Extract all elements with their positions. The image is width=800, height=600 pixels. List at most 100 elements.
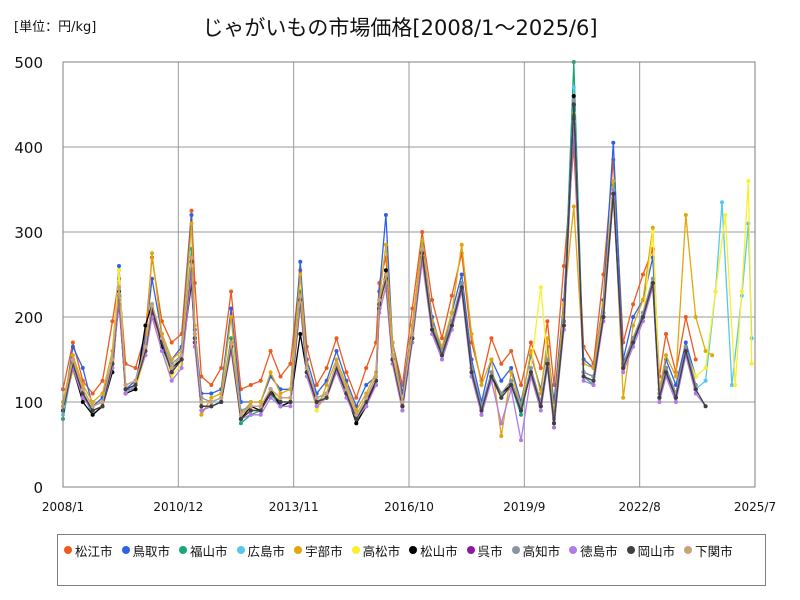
data-point — [552, 425, 556, 430]
data-point — [278, 404, 283, 409]
data-point — [683, 344, 688, 349]
data-point — [664, 366, 668, 370]
series — [61, 247, 425, 417]
data-point — [561, 323, 566, 328]
data-point — [538, 408, 543, 413]
data-point — [591, 383, 596, 387]
data-point — [479, 412, 484, 417]
data-point — [713, 289, 718, 294]
data-point — [288, 361, 293, 366]
data-point — [169, 370, 174, 375]
data-point — [364, 366, 369, 370]
data-point — [673, 400, 678, 404]
data-point — [90, 404, 95, 409]
data-point — [410, 332, 415, 336]
legend-swatch — [409, 546, 418, 554]
data-point — [410, 306, 415, 311]
data-point — [268, 349, 273, 353]
data-point — [561, 264, 566, 268]
data-point — [80, 391, 85, 396]
data-point — [334, 361, 339, 366]
data-point — [650, 276, 655, 281]
series-line — [62, 104, 697, 424]
data-point — [552, 421, 556, 426]
legend-item: 広島市 — [236, 541, 285, 559]
data-point — [133, 378, 138, 383]
legend-item: 徳島市 — [569, 541, 618, 559]
data-point — [80, 395, 85, 400]
data-point — [159, 336, 164, 341]
chart-title: じゃがいもの市場価格[2008/1～2025/6] — [202, 16, 598, 40]
data-point — [440, 353, 444, 358]
legend-swatch — [236, 546, 245, 554]
legend-label: 松山市 — [420, 543, 458, 559]
legend-swatch — [351, 546, 360, 554]
data-point — [641, 315, 645, 319]
data-point — [430, 327, 435, 332]
axes: 0 100 200 300 400 500 2008/1 2010/12 2013/11 2016… — [14, 54, 776, 514]
data-point — [192, 332, 197, 336]
data-point — [657, 395, 662, 400]
data-point — [499, 434, 504, 438]
legend-label: 高知市 — [522, 543, 561, 559]
data-point — [469, 370, 474, 375]
data-point — [219, 366, 224, 370]
data-point — [143, 323, 148, 328]
data-point — [70, 353, 75, 358]
data-point — [519, 383, 523, 387]
data-point — [449, 293, 454, 298]
series — [61, 60, 698, 430]
data-point — [169, 378, 174, 383]
legend-label: 呉市 — [477, 543, 503, 559]
data-point — [693, 374, 698, 379]
data-point — [631, 302, 636, 307]
series — [61, 128, 698, 413]
data-point — [344, 387, 349, 392]
data-point — [100, 378, 105, 383]
data-point — [229, 315, 234, 319]
x-tick-label: 2022/8 — [619, 500, 661, 514]
data-point — [693, 315, 698, 319]
data-point — [70, 344, 75, 349]
data-point — [364, 404, 369, 409]
data-point — [509, 383, 514, 387]
data-point — [258, 400, 263, 404]
series-layer — [61, 60, 754, 443]
data-point — [100, 404, 105, 409]
data-point — [169, 366, 174, 370]
data-point — [354, 395, 359, 400]
data-point — [430, 298, 435, 302]
data-point — [314, 408, 319, 413]
legend-swatch — [179, 546, 188, 554]
data-point — [720, 200, 724, 205]
data-point — [278, 400, 283, 404]
data-point — [298, 259, 303, 264]
data-point — [344, 370, 349, 375]
legend-item: 高知市 — [511, 541, 561, 559]
data-point — [420, 238, 425, 243]
data-point — [248, 408, 253, 413]
data-point — [489, 336, 494, 341]
data-point — [621, 370, 626, 375]
data-point — [90, 391, 95, 396]
data-point — [664, 332, 668, 336]
data-point — [509, 370, 514, 375]
data-point — [324, 383, 329, 387]
legend-item: 下関市 — [684, 541, 733, 559]
data-point — [288, 400, 293, 404]
data-point — [70, 357, 75, 362]
data-point — [117, 264, 121, 268]
data-point — [509, 349, 514, 353]
data-point — [383, 242, 388, 247]
data-point — [354, 417, 359, 421]
data-point — [489, 357, 494, 362]
data-point — [229, 340, 234, 345]
data-point — [334, 349, 339, 353]
data-point — [641, 298, 645, 302]
data-point — [390, 353, 395, 358]
data-point — [314, 395, 319, 400]
data-point — [219, 395, 224, 400]
data-point — [209, 404, 214, 409]
legend-label: 宇部市 — [305, 543, 343, 559]
data-point — [581, 374, 586, 379]
